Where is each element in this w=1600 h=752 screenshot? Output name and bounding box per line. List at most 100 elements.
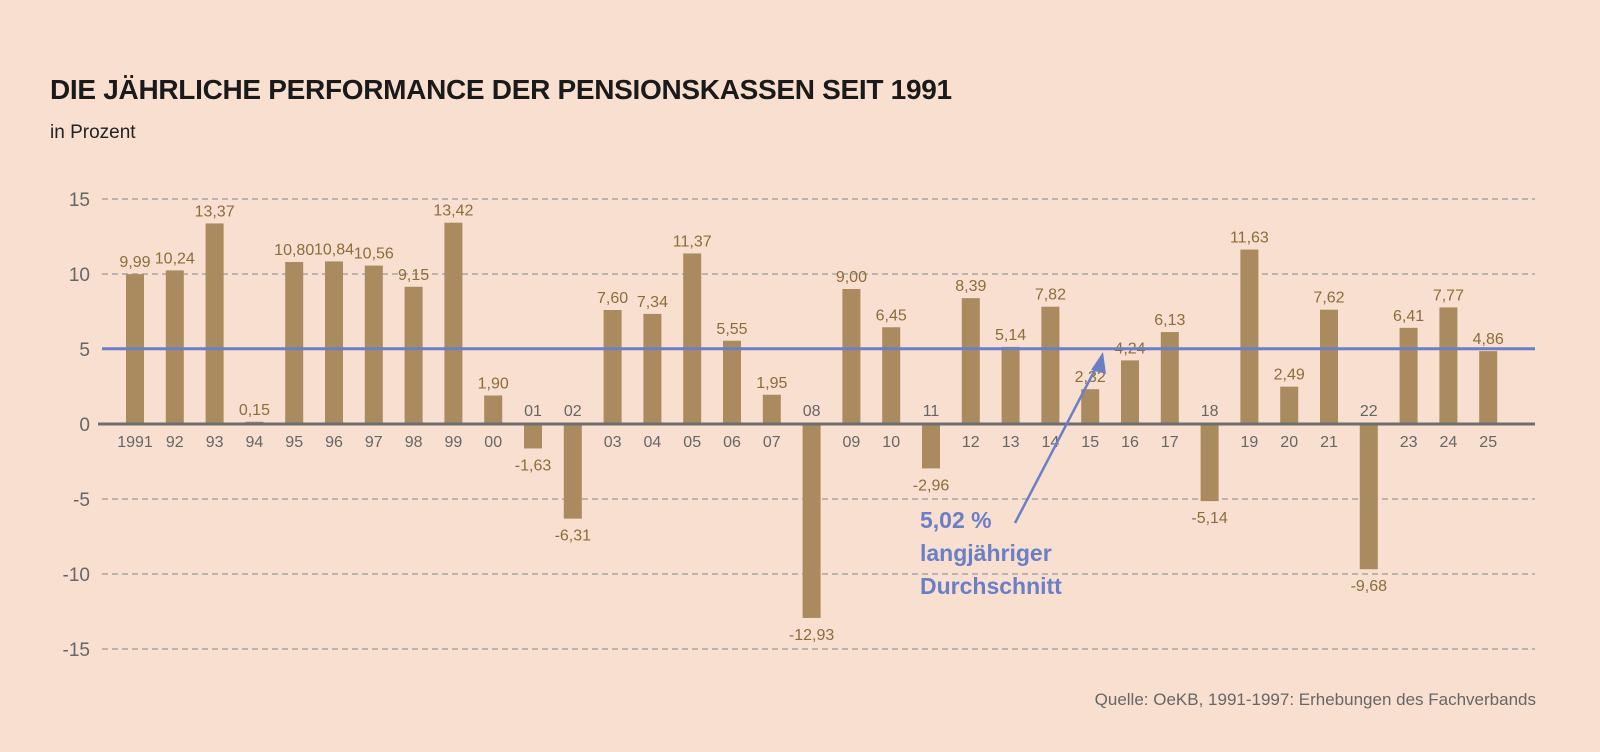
bar: [1399, 327, 1418, 424]
average-annotation: Durchschnitt: [920, 573, 1062, 599]
value-label: 0,15: [239, 402, 270, 419]
value-label: -2,96: [913, 477, 950, 494]
value-label: 7,62: [1313, 290, 1344, 307]
bar: [484, 395, 503, 424]
bar: [364, 265, 383, 424]
x-tick-label: 22: [1360, 403, 1378, 420]
x-tick-label: 23: [1400, 434, 1418, 451]
x-tick-label: 25: [1479, 434, 1497, 451]
value-label: -12,93: [789, 627, 834, 644]
x-tick-label: 94: [246, 434, 264, 451]
bar: [842, 289, 861, 424]
chart-subtitle: in Prozent: [50, 122, 136, 143]
bar: [802, 424, 821, 618]
value-label: 10,80: [274, 242, 314, 259]
bar: [1439, 307, 1458, 424]
bar: [1280, 386, 1299, 424]
x-tick-label: 04: [644, 434, 662, 451]
value-label: 11,63: [1230, 230, 1269, 247]
bar: [444, 222, 463, 424]
value-label: 8,39: [955, 278, 986, 295]
x-tick-label: 15: [1081, 434, 1099, 451]
x-tick-label: 95: [285, 434, 303, 451]
bar: [1041, 306, 1060, 424]
value-label: 7,82: [1035, 287, 1066, 304]
value-label: -5,14: [1191, 510, 1228, 527]
bar: [563, 424, 582, 519]
y-tick-label: -5: [73, 490, 90, 511]
x-tick-label: 1991: [117, 434, 153, 451]
value-label: 9,99: [119, 254, 150, 271]
average-arrow-line: [1013, 361, 1101, 524]
value-label: 2,49: [1274, 367, 1305, 384]
value-label: 6,41: [1393, 308, 1424, 325]
x-tick-label: 13: [1002, 434, 1020, 451]
value-label: 10,24: [155, 250, 195, 267]
bar: [285, 262, 304, 424]
bar: [1240, 249, 1259, 424]
x-tick-label: 92: [166, 434, 184, 451]
value-label: 4,86: [1473, 331, 1504, 348]
arrow-head-icon: [1091, 352, 1106, 374]
bar: [205, 223, 224, 424]
x-tick-label: 98: [405, 434, 423, 451]
value-label: 6,45: [876, 307, 907, 324]
x-tick-label: 12: [962, 434, 980, 451]
value-label: 5,55: [716, 321, 747, 338]
x-tick-label: 07: [763, 434, 781, 451]
bar: [1001, 346, 1020, 424]
x-tick-label: 09: [843, 434, 861, 451]
value-label: 10,84: [314, 241, 354, 258]
y-tick-label: -10: [63, 565, 90, 586]
average-annotation: langjähriger: [920, 540, 1052, 566]
x-tick-label: 05: [683, 434, 701, 451]
x-tick-label: 93: [206, 434, 224, 451]
value-label: 9,00: [836, 269, 867, 286]
value-label: -1,63: [515, 457, 552, 474]
value-label: 13,37: [195, 203, 235, 220]
x-tick-label: 17: [1161, 434, 1179, 451]
x-tick-label: 96: [325, 434, 343, 451]
bar: [643, 313, 662, 424]
value-label: 7,34: [637, 294, 668, 311]
x-tick-label: 11: [923, 403, 940, 420]
x-tick-label: 01: [524, 403, 542, 420]
value-label: -6,31: [555, 528, 592, 545]
y-tick-label: -15: [63, 640, 90, 661]
value-label: 11,37: [673, 233, 712, 250]
value-label: 10,56: [354, 246, 394, 263]
x-tick-label: 24: [1440, 434, 1458, 451]
bar: [882, 327, 901, 424]
y-tick-label: 15: [69, 190, 90, 211]
bar: [1081, 389, 1100, 424]
bar: [961, 298, 980, 424]
value-label: 1,90: [478, 376, 509, 393]
bar: [762, 394, 781, 424]
y-tick-label: 5: [79, 340, 90, 361]
source-note: Quelle: OeKB, 1991-1997: Erhebungen des …: [1094, 690, 1536, 709]
bar: [1359, 424, 1378, 570]
x-tick-label: 97: [365, 434, 383, 451]
value-label: -9,68: [1351, 578, 1388, 595]
average-annotation: 5,02 %: [920, 507, 992, 533]
bar: [723, 340, 741, 424]
x-tick-label: 18: [1201, 403, 1219, 420]
value-label: 13,42: [433, 203, 473, 220]
value-label: 7,77: [1433, 287, 1464, 304]
bar: [1160, 332, 1179, 424]
bar: [922, 424, 940, 469]
x-tick-label: 02: [564, 403, 582, 420]
value-label: 7,60: [597, 290, 628, 307]
bar: [524, 424, 542, 449]
x-tick-label: 03: [604, 434, 622, 451]
bar: [404, 286, 423, 424]
x-tick-label: 00: [484, 434, 502, 451]
x-tick-label: 08: [803, 403, 821, 420]
bar: [325, 261, 343, 424]
x-tick-label: 06: [723, 434, 741, 451]
value-label: 1,95: [756, 375, 787, 392]
bar: [603, 310, 622, 424]
x-tick-label: 19: [1241, 434, 1259, 451]
y-tick-label: 0: [79, 415, 90, 436]
